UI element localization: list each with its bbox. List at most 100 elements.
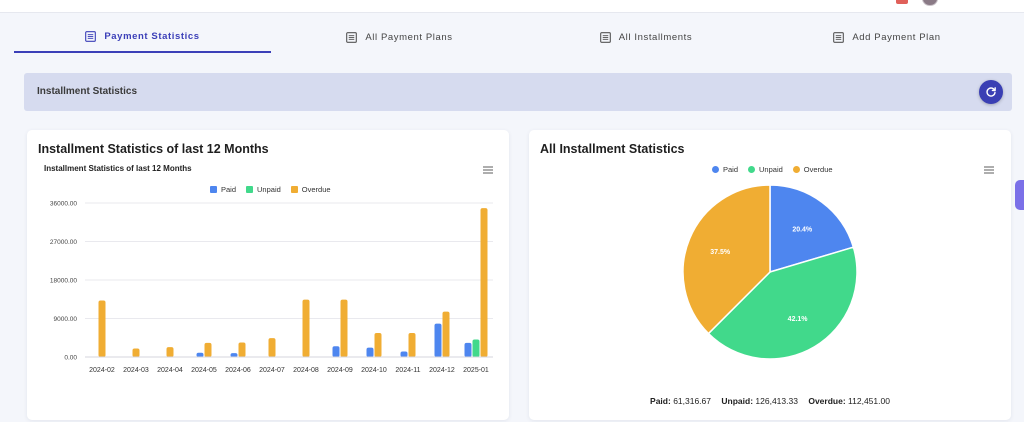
bar-paid-2025-01[interactable] bbox=[464, 342, 472, 357]
paid-total-value: 61,316.67 bbox=[673, 396, 712, 406]
pie-chart-card: All Installment Statistics Paid Unpaid O… bbox=[529, 130, 1011, 420]
list-icon bbox=[85, 31, 97, 42]
pie-data-label: 42.1% bbox=[788, 316, 809, 323]
tab-all-payment-plans[interactable]: All Payment Plans bbox=[271, 22, 528, 53]
tab-label: Add Payment Plan bbox=[852, 32, 941, 43]
bar-chart: 0.00 9000.00 18000.00 27000.00 36000.00 2024-… bbox=[50, 201, 493, 374]
legend-item-paid[interactable]: Paid bbox=[712, 165, 738, 174]
y-tick-label: 27000.00 bbox=[50, 239, 77, 246]
x-tick-label: 2024-03 bbox=[123, 367, 149, 374]
pie-slice-unpaid[interactable] bbox=[707, 246, 858, 360]
bar-paid-2024-10[interactable] bbox=[366, 347, 374, 357]
x-tick-label: 2024-06 bbox=[225, 367, 251, 374]
tab-label: All Payment Plans bbox=[365, 32, 453, 43]
refresh-button[interactable] bbox=[979, 80, 1003, 104]
legend-item-overdue[interactable]: Overdue bbox=[792, 165, 833, 174]
unpaid-total-value: 126,413.33 bbox=[755, 396, 798, 406]
chart-legend: Paid Unpaid Overdue bbox=[210, 185, 331, 194]
bar-overdue-2024-10[interactable] bbox=[374, 333, 382, 357]
chart-menu-icon[interactable] bbox=[983, 165, 995, 175]
flag-icon[interactable] bbox=[896, 0, 908, 4]
x-tick-label: 2024-11 bbox=[395, 367, 420, 374]
y-tick-label: 9000.00 bbox=[54, 316, 78, 323]
y-tick-label: 18000.00 bbox=[50, 278, 77, 285]
bar-overdue-2024-03[interactable] bbox=[132, 348, 140, 357]
bar-overdue-2024-07[interactable] bbox=[268, 338, 276, 357]
y-tick-label: 0.00 bbox=[64, 355, 77, 362]
legend-swatch bbox=[748, 166, 756, 173]
x-tick-label: 2024-12 bbox=[429, 367, 455, 374]
legend-item-unpaid[interactable]: Unpaid bbox=[748, 165, 783, 174]
legend-label: Paid bbox=[723, 165, 739, 174]
top-bar bbox=[0, 0, 1024, 13]
bar-overdue-2024-09[interactable] bbox=[340, 299, 348, 357]
pie-data-label: 20.4% bbox=[792, 226, 813, 233]
list-icon bbox=[599, 32, 611, 43]
section-header: Installment Statistics bbox=[24, 73, 1012, 111]
overdue-total-value: 112,451.00 bbox=[848, 396, 890, 406]
chart-menu-icon[interactable] bbox=[482, 165, 494, 175]
bar-overdue-2025-01[interactable] bbox=[480, 208, 488, 357]
overdue-total-label: Overdue: bbox=[808, 396, 846, 406]
tab-all-installments[interactable]: All Installments bbox=[528, 22, 764, 53]
side-panel-handle[interactable] bbox=[1015, 180, 1024, 210]
bar-unpaid-2025-01[interactable] bbox=[472, 339, 480, 357]
avatar[interactable] bbox=[922, 0, 938, 6]
totals-summary: Paid: 61,316.67 Unpaid: 126,413.33 Overd… bbox=[529, 396, 1011, 406]
y-tick-label: 36000.00 bbox=[50, 201, 77, 208]
tab-payment-statistics[interactable]: Payment Statistics bbox=[14, 22, 271, 53]
bar-overdue-2024-02[interactable] bbox=[98, 300, 106, 357]
bar-overdue-2024-08[interactable] bbox=[302, 299, 310, 357]
x-tick-label: 2024-04 bbox=[157, 367, 183, 374]
x-tick-label: 2025-01 bbox=[463, 367, 489, 374]
legend-swatch bbox=[792, 166, 800, 173]
x-tick-label: 2024-07 bbox=[259, 367, 285, 374]
legend-swatch bbox=[210, 186, 217, 193]
bar-paid-2024-09[interactable] bbox=[332, 346, 340, 357]
legend-item-overdue[interactable]: Overdue bbox=[290, 185, 331, 194]
tab-bar: Payment Statistics All Payment Plans All… bbox=[14, 22, 1010, 53]
bar-chart-card: Installment Statistics of last 12 Months… bbox=[27, 130, 509, 420]
pie-data-label: 37.5% bbox=[710, 249, 731, 256]
legend-item-unpaid[interactable]: Unpaid bbox=[246, 185, 281, 194]
chart-legend: Paid Unpaid Overdue bbox=[712, 165, 833, 174]
bar-paid-2024-11[interactable] bbox=[400, 351, 408, 357]
x-tick-label: 2024-09 bbox=[327, 367, 353, 374]
bar-overdue-2024-06[interactable] bbox=[238, 342, 246, 357]
tab-label: All Installments bbox=[618, 32, 693, 43]
legend-swatch bbox=[712, 166, 719, 173]
x-tick-label: 2024-05 bbox=[191, 367, 217, 374]
x-tick-label: 2024-02 bbox=[89, 367, 115, 374]
legend-label: Unpaid bbox=[257, 185, 281, 194]
bar-overdue-2024-11[interactable] bbox=[408, 333, 416, 357]
bar-paid-2024-06[interactable] bbox=[230, 353, 238, 357]
pie-slice-paid[interactable] bbox=[769, 184, 855, 274]
unpaid-total-label: Unpaid: bbox=[721, 396, 754, 406]
legend-label: Unpaid bbox=[759, 165, 783, 174]
legend-label: Paid bbox=[221, 185, 237, 194]
chart-title: Installment Statistics of last 12 Months bbox=[44, 164, 192, 173]
tab-label: Payment Statistics bbox=[104, 31, 200, 42]
card-title: All Installment Statistics bbox=[540, 142, 685, 156]
bar-overdue-2024-04[interactable] bbox=[166, 347, 174, 357]
legend-swatch bbox=[246, 186, 254, 193]
bar-paid-2024-05[interactable] bbox=[196, 352, 204, 357]
section-title: Installment Statistics bbox=[37, 86, 138, 97]
card-title: Installment Statistics of last 12 Months bbox=[38, 142, 269, 156]
tab-add-payment-plan[interactable]: Add Payment Plan bbox=[764, 22, 1010, 53]
list-icon bbox=[833, 32, 845, 43]
pie-slice-overdue[interactable] bbox=[682, 184, 771, 335]
x-tick-label: 2024-10 bbox=[361, 367, 387, 374]
legend-swatch bbox=[290, 186, 298, 193]
legend-item-paid[interactable]: Paid bbox=[210, 185, 236, 194]
bar-overdue-2024-05[interactable] bbox=[204, 342, 212, 357]
legend-label: Overdue bbox=[301, 185, 331, 194]
paid-total-label: Paid: bbox=[650, 396, 671, 406]
x-tick-label: 2024-08 bbox=[293, 367, 319, 374]
bar-paid-2024-12[interactable] bbox=[434, 323, 442, 357]
pie-chart: 20.4% 42.1% 37.5% bbox=[682, 184, 858, 360]
list-icon bbox=[346, 32, 358, 43]
refresh-icon bbox=[986, 87, 996, 97]
bar-overdue-2024-12[interactable] bbox=[442, 311, 450, 357]
legend-label: Overdue bbox=[803, 165, 833, 174]
